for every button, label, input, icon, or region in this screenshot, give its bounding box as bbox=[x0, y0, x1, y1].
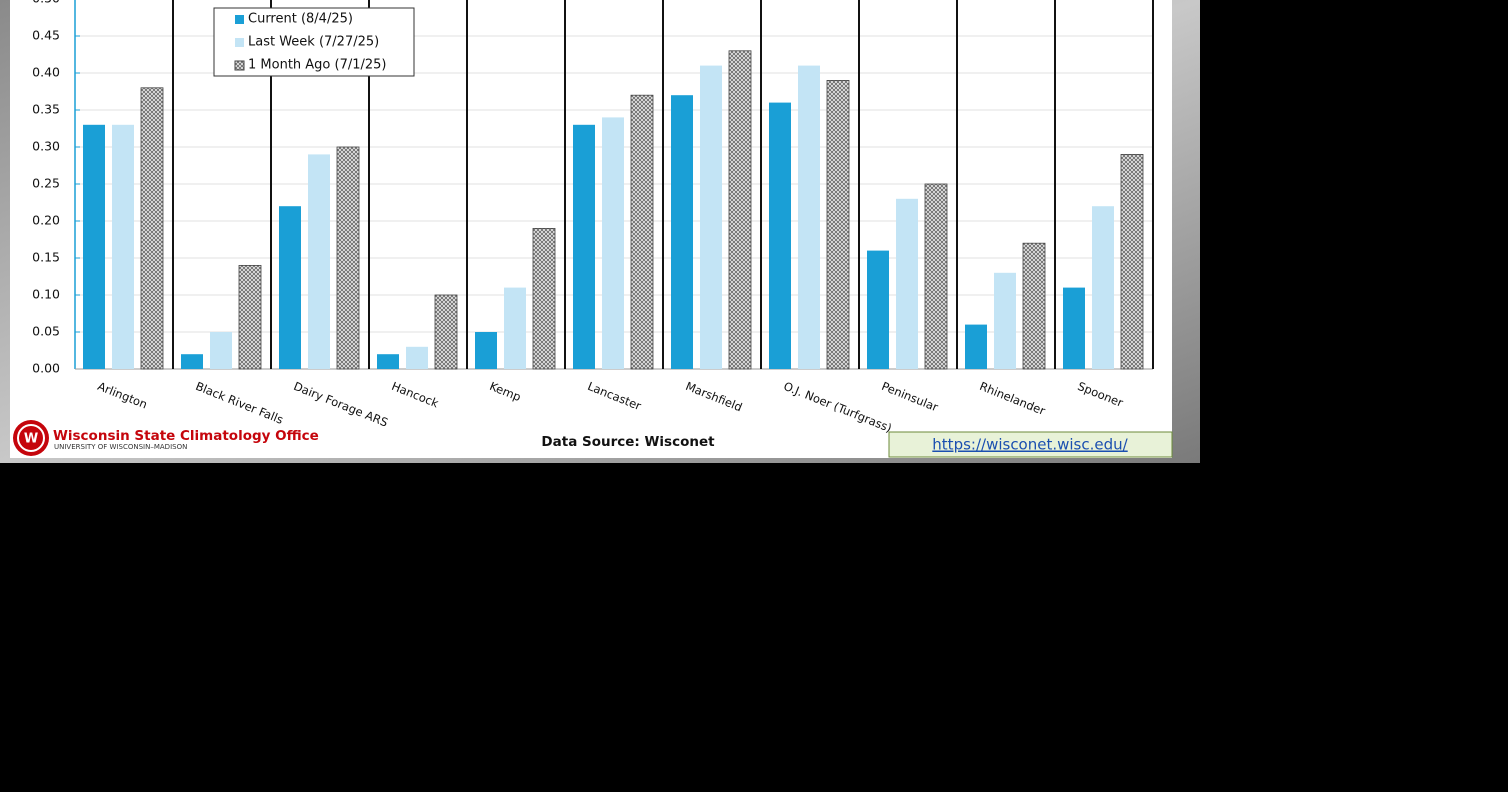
legend: Current (8/4/25) Last Week (7/27/25) 1 Mon… bbox=[213, 7, 415, 77]
bar bbox=[728, 50, 752, 370]
bar bbox=[826, 80, 850, 370]
bar bbox=[867, 250, 889, 369]
link-box bbox=[888, 431, 1173, 458]
bar bbox=[573, 124, 595, 369]
bar bbox=[602, 117, 624, 370]
y-tick-label: 0.35 bbox=[32, 102, 60, 117]
bar bbox=[336, 146, 360, 370]
bar bbox=[238, 264, 262, 370]
bar bbox=[965, 324, 987, 369]
data-source: Data Source: Wisconet bbox=[541, 434, 715, 450]
logo-mark: W bbox=[24, 432, 38, 447]
bar bbox=[1063, 287, 1085, 369]
bar bbox=[924, 183, 948, 370]
bar bbox=[112, 124, 134, 369]
bar bbox=[83, 124, 105, 369]
bar bbox=[532, 227, 556, 370]
bar bbox=[1120, 153, 1144, 370]
bar bbox=[769, 102, 791, 369]
bar bbox=[504, 287, 526, 369]
y-tick-label: 0.15 bbox=[32, 250, 60, 265]
legend-box bbox=[213, 7, 415, 77]
bar bbox=[140, 87, 164, 370]
legend-label: Current (8/4/25) bbox=[248, 12, 353, 27]
bar bbox=[1022, 242, 1046, 370]
y-tick-label: 0.25 bbox=[32, 176, 60, 191]
y-tick-label: 0.05 bbox=[32, 324, 60, 339]
bar bbox=[377, 354, 399, 369]
org-name: Wisconsin State Climatology Office bbox=[53, 428, 319, 444]
bar bbox=[798, 65, 820, 369]
y-tick-label: 0.20 bbox=[32, 213, 60, 228]
bar bbox=[475, 332, 497, 369]
bar bbox=[700, 65, 722, 369]
legend-swatch bbox=[235, 38, 244, 47]
y-tick-label: 0.50 bbox=[32, 0, 60, 6]
org-sub: UNIVERSITY OF WISCONSIN–MADISON bbox=[54, 443, 187, 451]
legend-label: 1 Month Ago (7/1/25) bbox=[248, 58, 387, 73]
bar bbox=[630, 94, 654, 370]
legend-swatch bbox=[235, 15, 244, 24]
y-tick-label: 0.10 bbox=[32, 287, 60, 302]
y-tick-label: 0.40 bbox=[32, 65, 60, 80]
legend-swatch bbox=[234, 60, 245, 71]
bar bbox=[994, 272, 1016, 369]
bar bbox=[406, 346, 428, 369]
bar bbox=[181, 354, 203, 369]
bar bbox=[671, 95, 693, 369]
bar bbox=[210, 332, 232, 369]
link[interactable]: https://wisconet.wisc.edu/ bbox=[932, 436, 1128, 454]
y-tick-label: 0.00 bbox=[32, 361, 60, 376]
legend-label: Last Week (7/27/25) bbox=[248, 35, 379, 50]
bar bbox=[896, 198, 918, 369]
footer: W Wisconsin State Climatology Office UNI… bbox=[13, 420, 1173, 458]
logo-ring bbox=[17, 424, 45, 452]
bar bbox=[279, 206, 301, 369]
bar bbox=[434, 294, 458, 370]
y-tick-label: 0.45 bbox=[32, 28, 60, 43]
bar bbox=[1092, 206, 1114, 369]
y-tick-label: 0.30 bbox=[32, 139, 60, 154]
bar bbox=[308, 154, 330, 369]
